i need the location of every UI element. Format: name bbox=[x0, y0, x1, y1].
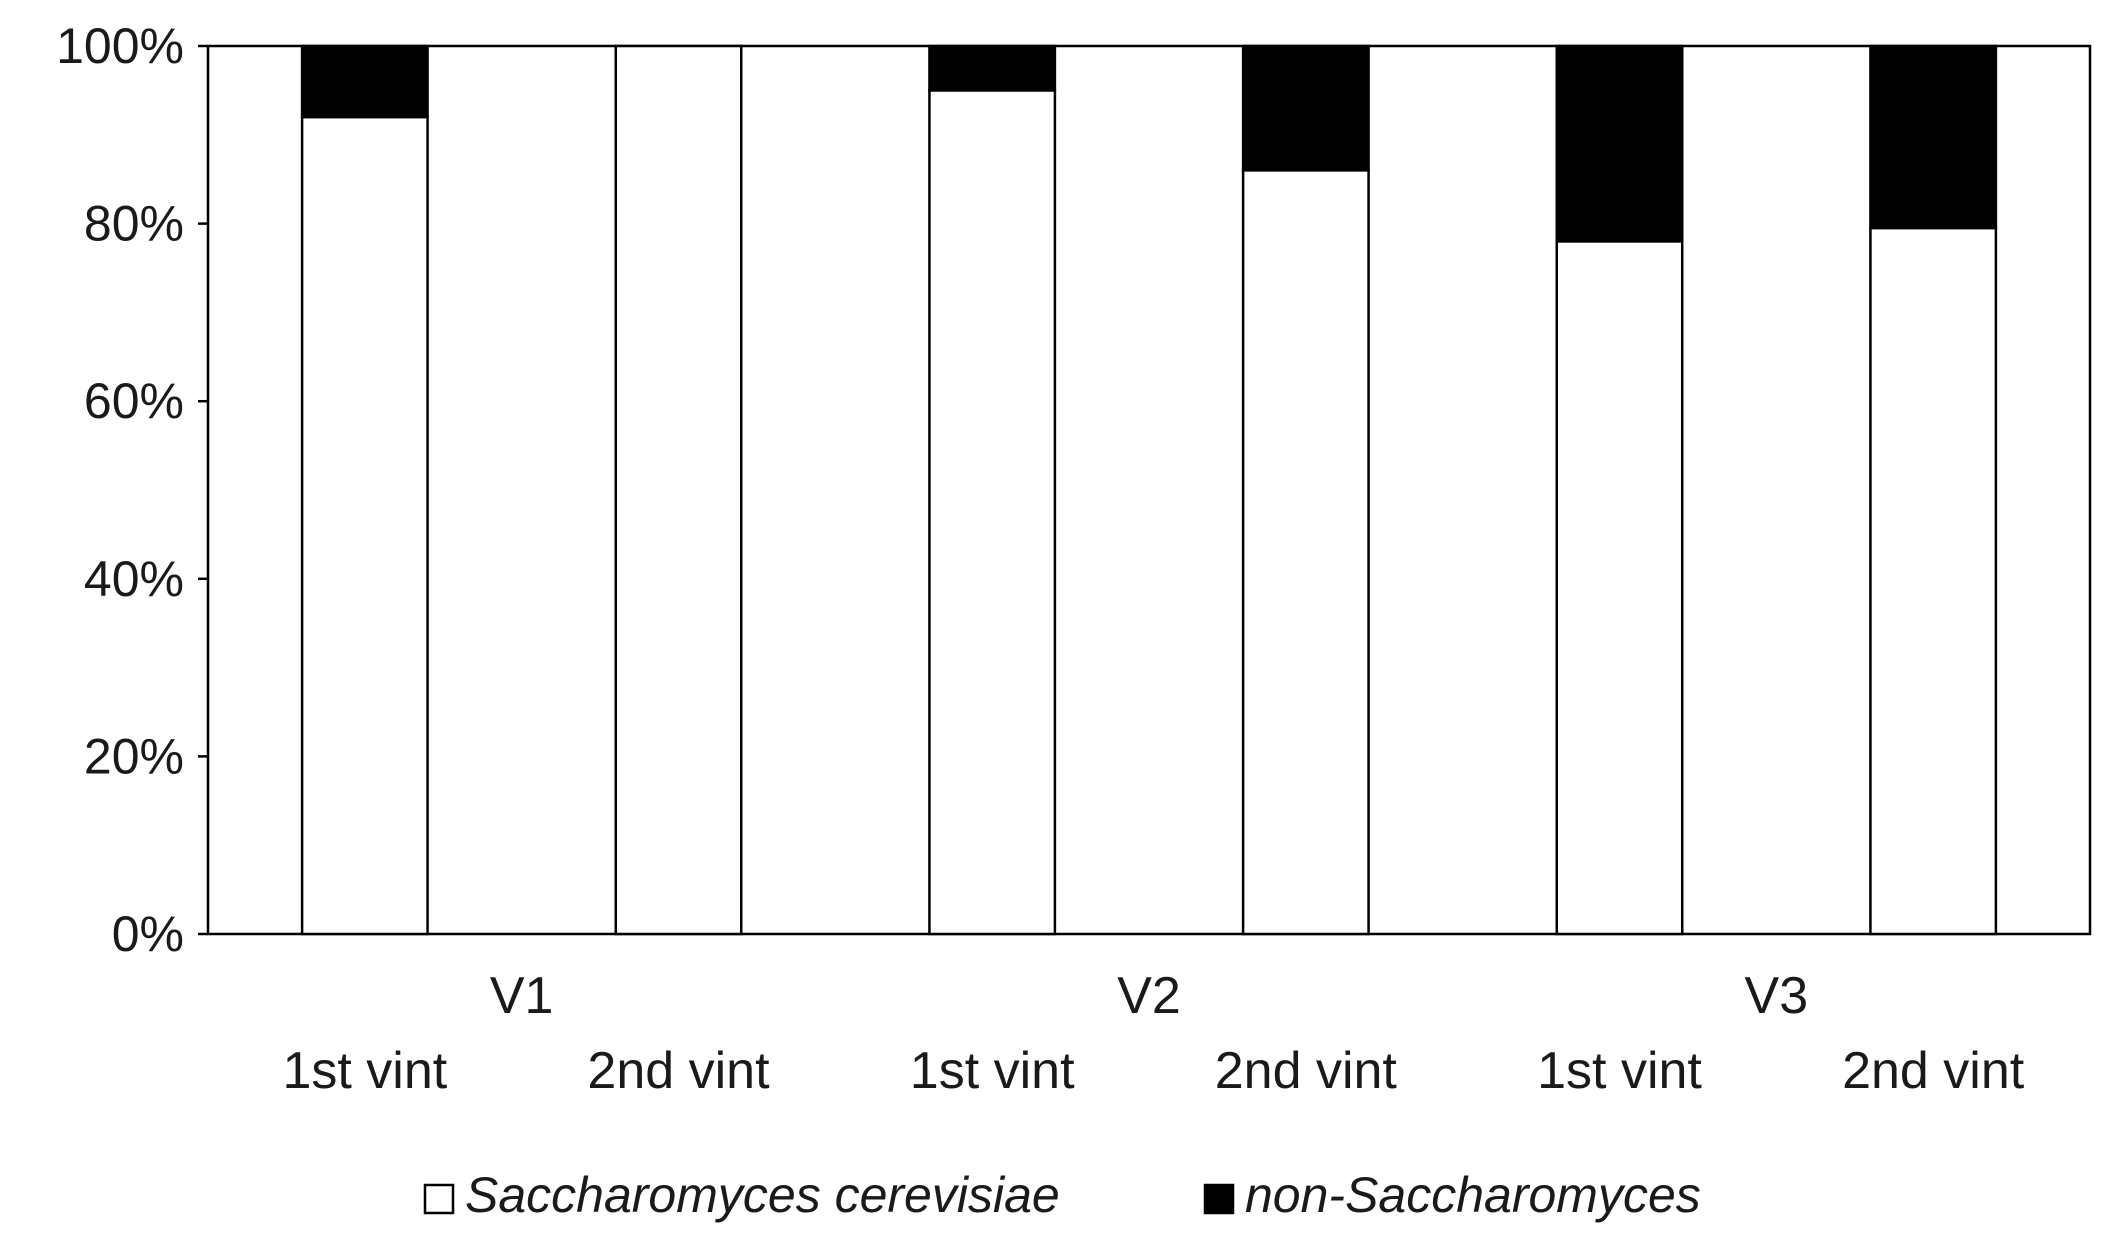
y-tick-label: 60% bbox=[84, 373, 184, 429]
legend-swatch-non-saccharomyces bbox=[1203, 1183, 1235, 1215]
x-axis: 1st vint 2nd vint 1st vint 2nd vint 1st vint… bbox=[282, 967, 2024, 1100]
y-tick-label: 0% bbox=[112, 906, 184, 962]
y-tick-label: 100% bbox=[56, 18, 184, 74]
bar-segment-non-saccharomyces bbox=[928, 44, 1057, 92]
bars-layer bbox=[300, 44, 1998, 936]
legend-label-non-saccharomyces: non-Saccharomyces bbox=[1245, 1167, 1701, 1223]
plot-area bbox=[206, 44, 2092, 936]
bar-segment-non-saccharomyces bbox=[1241, 44, 1370, 172]
x-group-label: V3 bbox=[1745, 967, 1809, 1025]
y-axis: 0% 20% 40% 60% 80% 100% bbox=[56, 18, 208, 962]
bar-segment-saccharomyces-cerevisiae bbox=[1241, 169, 1370, 936]
x-group-label: V2 bbox=[1117, 967, 1181, 1025]
bar-segment-non-saccharomyces bbox=[300, 44, 429, 119]
x-category-label: 2nd vint bbox=[587, 1042, 770, 1100]
legend: Saccharomyces cerevisiae non-Saccharomyc… bbox=[423, 1167, 1701, 1223]
legend-swatch-saccharomyces-cerevisiae bbox=[423, 1183, 455, 1215]
bar-segment-saccharomyces-cerevisiae bbox=[1555, 240, 1684, 936]
x-category-label: 2nd vint bbox=[1842, 1042, 2025, 1100]
bar-segment-saccharomyces-cerevisiae bbox=[614, 44, 743, 936]
legend-label-saccharomyces-cerevisiae: Saccharomyces cerevisiae bbox=[465, 1167, 1060, 1223]
bar-segment-saccharomyces-cerevisiae bbox=[300, 115, 429, 936]
plot-border bbox=[206, 44, 2092, 936]
y-tick-label: 80% bbox=[84, 196, 184, 252]
bar-segment-non-saccharomyces bbox=[1555, 44, 1684, 243]
bar-segment-non-saccharomyces bbox=[1869, 44, 1998, 230]
bar-segment-saccharomyces-cerevisiae bbox=[928, 89, 1057, 936]
x-category-label: 1st vint bbox=[910, 1042, 1075, 1100]
bar-segment-saccharomyces-cerevisiae bbox=[1869, 226, 1998, 936]
x-category-label: 1st vint bbox=[1537, 1042, 1702, 1100]
y-tick-label: 40% bbox=[84, 551, 184, 607]
x-category-label: 2nd vint bbox=[1215, 1042, 1398, 1100]
y-tick-label: 20% bbox=[84, 728, 184, 784]
x-category-label: 1st vint bbox=[282, 1042, 447, 1100]
x-group-label: V1 bbox=[490, 967, 554, 1025]
